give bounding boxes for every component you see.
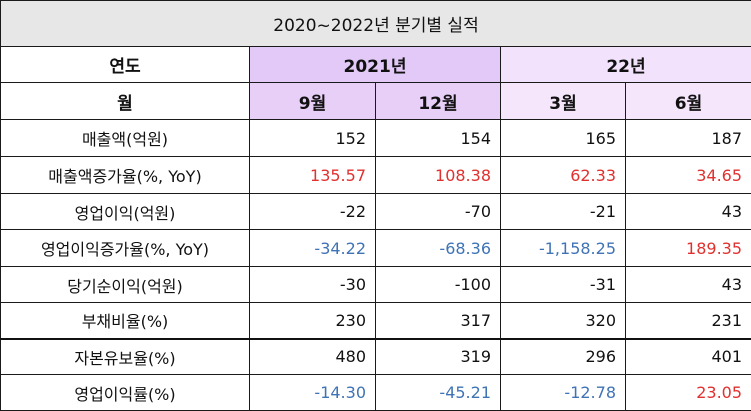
value-cell: -31 <box>500 266 626 303</box>
month-header: 6월 <box>624 82 751 120</box>
table-row: 부채비율(%) 230 317 320 231 <box>0 302 751 339</box>
value-cell: 108.38 <box>375 156 501 194</box>
table-body: 매출액(억원) 152 154 165 187 매출액증가율(%, YoY) 135.57 1… <box>0 119 751 411</box>
month-header-label: 월 <box>0 82 250 120</box>
value-cell: 43 <box>624 193 751 230</box>
row-label: 영업이익증가율(%, YoY) <box>0 229 250 267</box>
value-cell: 165 <box>500 119 626 157</box>
value-cell: 231 <box>624 302 751 339</box>
year-header-2021: 2021년 <box>249 46 501 83</box>
value-cell: 319 <box>375 337 501 375</box>
table-row: 영업이익증가율(%, YoY) -34.22 -68.36 -1,158.25 189.… <box>0 229 751 267</box>
value-cell: 320 <box>500 302 626 339</box>
value-cell: 135.57 <box>249 156 376 194</box>
row-label: 부채비율(%) <box>0 302 250 339</box>
value-cell: 43 <box>624 266 751 303</box>
row-label: 당기순이익(억원) <box>0 266 250 303</box>
row-label: 자본유보율(%) <box>0 337 250 375</box>
year-header-label: 연도 <box>0 46 250 83</box>
value-cell: -21 <box>500 193 626 230</box>
month-header: 12월 <box>375 82 501 120</box>
month-header: 9월 <box>249 82 376 120</box>
row-label: 영업이익(억원) <box>0 193 250 230</box>
table-row: 매출액증가율(%, YoY) 135.57 108.38 62.33 34.65 <box>0 156 751 194</box>
table-row: 영업이익률(%) -14.30 -45.21 -12.78 23.05 <box>0 374 751 411</box>
table-row: 자본유보율(%) 480 319 296 401 <box>0 337 751 375</box>
value-cell: -22 <box>249 193 376 230</box>
value-cell: -34.22 <box>249 229 376 267</box>
table-row: 당기순이익(억원) -30 -100 -31 43 <box>0 266 751 303</box>
row-label: 영업이익률(%) <box>0 374 250 411</box>
month-header: 3월 <box>500 82 626 120</box>
table-row: 영업이익(억원) -22 -70 -21 43 <box>0 193 751 230</box>
value-cell: 62.33 <box>500 156 626 194</box>
table-row: 매출액(억원) 152 154 165 187 <box>0 119 751 157</box>
value-cell: 154 <box>375 119 501 157</box>
value-cell: -30 <box>249 266 376 303</box>
value-cell: 317 <box>375 302 501 339</box>
value-cell: 34.65 <box>624 156 751 194</box>
value-cell: -14.30 <box>249 374 376 411</box>
value-cell: -12.78 <box>500 374 626 411</box>
value-cell: 480 <box>249 337 376 375</box>
row-label: 매출액증가율(%, YoY) <box>0 156 250 194</box>
row-label: 매출액(억원) <box>0 119 250 157</box>
value-cell: 23.05 <box>624 374 751 411</box>
value-cell: -1,158.25 <box>500 229 626 267</box>
value-cell: -70 <box>375 193 501 230</box>
value-cell: 230 <box>249 302 376 339</box>
year-header-22: 22년 <box>499 46 751 83</box>
value-cell: 401 <box>624 337 751 375</box>
value-cell: -68.36 <box>375 229 501 267</box>
value-cell: 296 <box>500 337 626 375</box>
table-title: 2020~2022년 분기별 실적 <box>0 0 751 47</box>
value-cell: 189.35 <box>624 229 751 267</box>
value-cell: -45.21 <box>375 374 501 411</box>
value-cell: -100 <box>375 266 501 303</box>
value-cell: 152 <box>249 119 376 157</box>
value-cell: 187 <box>624 119 751 157</box>
